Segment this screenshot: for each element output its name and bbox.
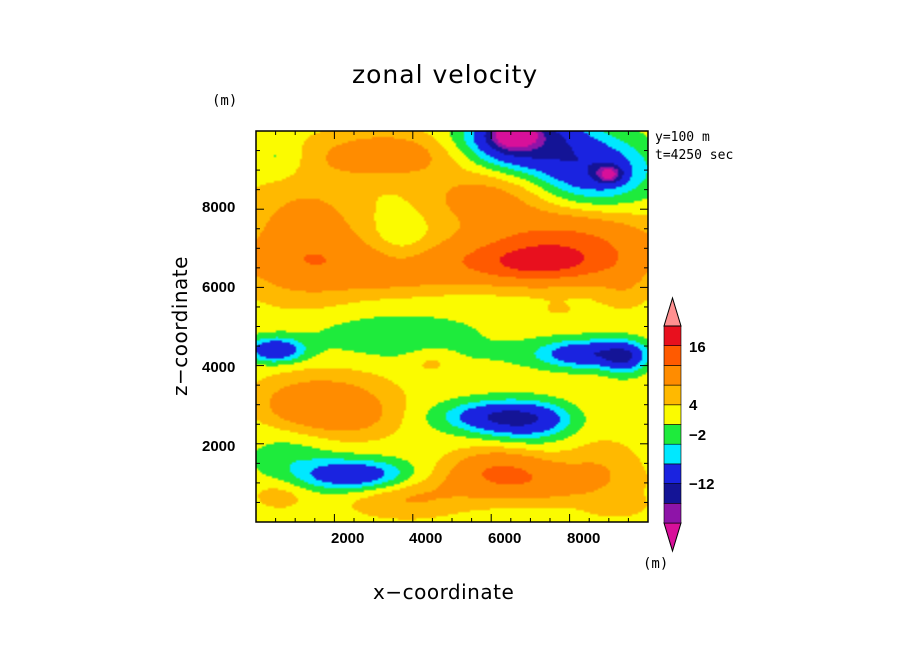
x-tick-label: 8000	[567, 530, 601, 547]
colorbar-bin	[663, 463, 682, 484]
contour-field	[256, 131, 648, 522]
colorbar-bin	[663, 443, 682, 465]
colorbar-bin	[663, 296, 682, 327]
y-axis-unit: (m)	[212, 93, 238, 109]
y-tick-label: 6000	[202, 279, 236, 296]
annotation-t: t=4250 sec	[655, 148, 734, 163]
colorbar-bin	[663, 483, 682, 504]
colorbar-unit: (m)	[643, 556, 669, 572]
annotation-y: y=100 m	[655, 130, 710, 145]
colorbar-label: 16	[689, 339, 706, 356]
colorbar-bin	[663, 365, 682, 386]
chart-title: zonal velocity	[352, 60, 539, 89]
colorbar-bin	[663, 404, 682, 425]
colorbar-bin	[663, 345, 682, 366]
colorbar-bin	[663, 424, 682, 445]
x-tick-label: 2000	[331, 530, 365, 547]
colorbar-bin	[663, 502, 682, 524]
colorbar-bin	[663, 522, 682, 553]
colorbar-label: −2	[689, 427, 707, 444]
colorbar-label: 4	[689, 397, 698, 414]
y-tick-label: 4000	[202, 359, 236, 376]
colorbar-label: −12	[689, 476, 715, 493]
y-tick-label: 8000	[202, 199, 236, 216]
x-tick-label: 6000	[488, 530, 522, 547]
colorbar-bin	[663, 325, 682, 347]
x-tick-label: 4000	[409, 530, 443, 547]
colorbar-bin	[663, 384, 682, 406]
y-tick-label: 2000	[202, 438, 236, 455]
x-axis-title: x−coordinate	[373, 580, 515, 604]
